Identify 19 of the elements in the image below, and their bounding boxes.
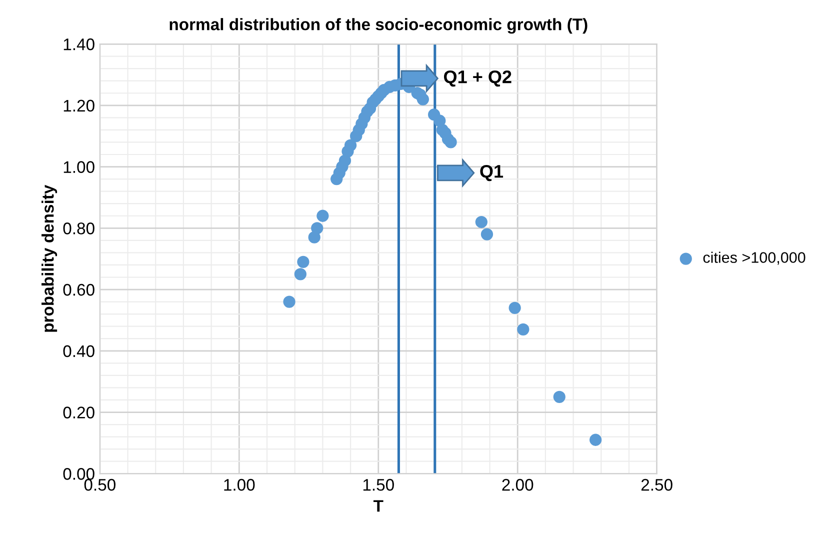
y-tick-label: 0.00 bbox=[63, 468, 94, 480]
y-tick-label: 1.20 bbox=[64, 100, 94, 112]
y-tick-label: 0.80 bbox=[63, 222, 94, 234]
y-tick-label: 0.20 bbox=[63, 406, 94, 418]
x-tick-label: 2.50 bbox=[641, 478, 672, 491]
x-tick-label: 0.50 bbox=[84, 478, 116, 491]
x-axis-title: T bbox=[373, 500, 384, 512]
x-tick-label: 1.00 bbox=[224, 478, 255, 491]
ref-line-label: Q1 bbox=[480, 164, 504, 182]
y-axis-title: probability density bbox=[42, 184, 58, 332]
legend-label: cities >100,000 bbox=[703, 252, 806, 265]
ref-line-label: Q1 + Q2 bbox=[444, 70, 512, 87]
y-tick-label: 1.40 bbox=[64, 38, 94, 50]
y-tick-label: 0.60 bbox=[63, 284, 94, 296]
chart-title: normal distribution of the socio-economic growth (T) bbox=[170, 18, 588, 34]
x-tick-label: 2.00 bbox=[502, 478, 534, 491]
x-tick-label: 1.50 bbox=[363, 478, 394, 491]
y-tick-label: 0.40 bbox=[63, 345, 94, 358]
y-tick-label: 1.00 bbox=[64, 161, 94, 173]
